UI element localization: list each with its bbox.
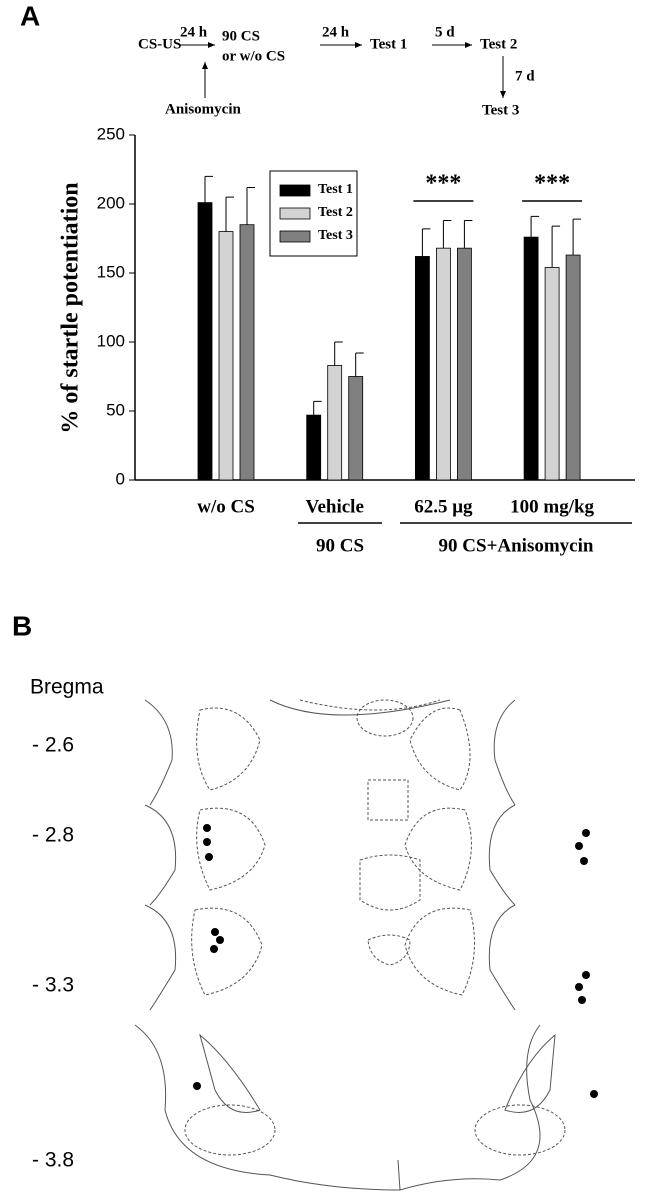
group-label: 90 CS [316,535,364,556]
protocol-interval: 7 d [515,68,535,84]
protocol-step: 90 CS [222,28,260,44]
legend-label: Test 1 [318,182,353,197]
y-tick-label: 0 [116,469,125,488]
error-bar [572,218,582,256]
panel-label: B [12,610,32,641]
bregma-level: - 3.3 [32,974,74,997]
bar [565,254,581,481]
bar [239,224,255,481]
legend-swatch [279,207,311,220]
protocol-test: Test 1 [370,36,407,52]
error-bar [225,196,234,232]
legend-swatch [279,184,311,197]
protocol: CS-US 24 h 90 CS or w/o CS Anisomycin 24… [138,24,535,118]
legend-swatch [279,230,311,243]
error-bar [421,228,431,257]
error-bar [313,400,322,416]
significance-label: *** [425,171,461,197]
bar [414,256,430,481]
error-bar [355,352,364,377]
protocol-interval: 5 d [435,24,455,40]
injection-sites [193,824,598,1098]
atlas-title: Bregma [30,676,104,699]
significance-label: *** [534,171,570,197]
protocol-interval: 24 h [322,24,350,40]
y-tick-label: 200 [97,193,125,212]
panel-label: A [20,0,40,31]
error-bar [551,225,561,268]
y-tick-label: 100 [97,331,125,350]
bregma-level: - 2.8 [32,824,74,847]
bar [327,365,343,481]
error-bar [246,186,255,225]
error-bar [530,215,540,238]
atlas: Bregma - 2.6 - 2.8 - 3.3 - 3.8 [30,676,598,1191]
error-bar [463,220,473,249]
x-tick-label: 100 mg/kg [510,496,594,517]
bar [456,247,472,481]
protocol-interval: 24 h [180,24,208,40]
bar [218,231,234,481]
atlas-outlines [134,699,566,1191]
x-tick-label: Vehicle [305,496,363,517]
group-label: 90 CS+Anisomycin [439,535,594,556]
error-bar [442,220,452,249]
bar [348,376,364,481]
protocol-treatment: Anisomycin [165,101,242,117]
protocol-test: Test 3 [482,102,519,118]
bregma-level: - 3.8 [32,1149,74,1172]
legend-label: Test 3 [318,228,353,243]
bar [544,267,560,481]
protocol-test: Test 2 [480,36,517,52]
protocol-step: CS-US [138,36,181,52]
bar [197,202,213,481]
y-tick-label: 50 [106,400,125,419]
bar-chart: 0 50 100 150 200 250 w/o CS Vehicle 62.5 μg 100 m… [97,124,635,556]
legend-label: Test 2 [318,205,353,220]
bar [435,247,451,481]
bregma-level: - 2.6 [32,734,74,757]
bar [306,414,322,481]
y-tick-label: 150 [97,262,125,281]
error-bar [204,175,213,203]
x-tick-label: w/o CS [197,496,255,517]
x-tick-label: 62.5 μg [414,496,473,517]
error-bar [334,341,343,366]
y-tick-label: 250 [97,124,125,143]
protocol-step: or w/o CS [222,48,285,64]
y-axis-label: % of startle potentiation [58,182,84,433]
bar [523,236,539,481]
